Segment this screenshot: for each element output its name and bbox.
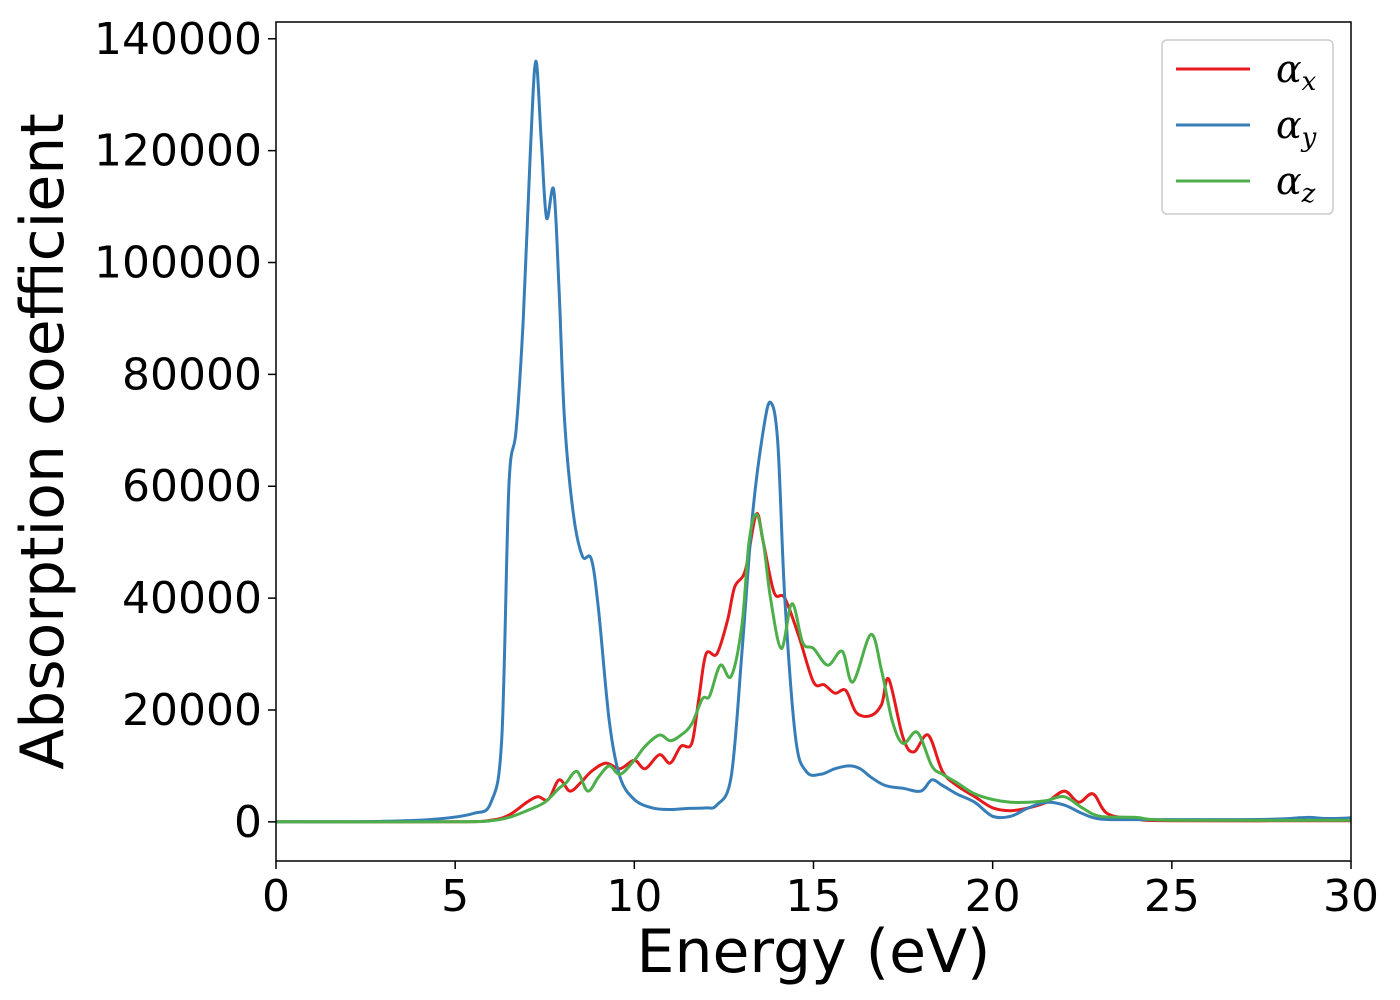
legend-frame — [1161, 39, 1334, 215]
x-tick-label: 20 — [965, 871, 1021, 922]
x-tick-label: 25 — [1144, 871, 1200, 922]
x-tick-label: 30 — [1323, 871, 1379, 922]
y-tick-label: 60000 — [122, 461, 262, 512]
y-tick-label: 100000 — [94, 238, 262, 289]
series-line-z — [276, 512, 1351, 824]
legend-label-y: αy — [1276, 103, 1317, 153]
x-tick-label: 0 — [262, 871, 290, 922]
y-tick-label: 80000 — [122, 349, 262, 400]
y-tick-label: 120000 — [94, 126, 262, 177]
legend-label-z: αz — [1276, 159, 1316, 209]
y-axis-label: Absorption coefficient — [8, 113, 78, 770]
x-tick-label: 10 — [606, 871, 662, 922]
x-tick-label: 15 — [786, 871, 842, 922]
series-layer — [276, 59, 1351, 824]
x-axis-ticks: 0 5 10 15 20 25 30 — [262, 861, 1379, 922]
y-tick-label: 140000 — [94, 14, 262, 65]
x-tick-label: 5 — [441, 871, 469, 922]
y-axis-ticks: 0 20000 40000 60000 80000 100000 120000 140000 — [94, 14, 276, 848]
series-line-x — [276, 512, 1351, 824]
legend-label-x: αx — [1276, 47, 1317, 97]
legend: αx αy αz — [1161, 39, 1334, 215]
y-tick-label: 0 — [234, 797, 262, 848]
series-line-y — [276, 59, 1351, 824]
y-tick-label: 40000 — [122, 573, 262, 624]
x-axis-label: Energy (eV) — [637, 917, 991, 987]
y-tick-label: 20000 — [122, 685, 262, 736]
